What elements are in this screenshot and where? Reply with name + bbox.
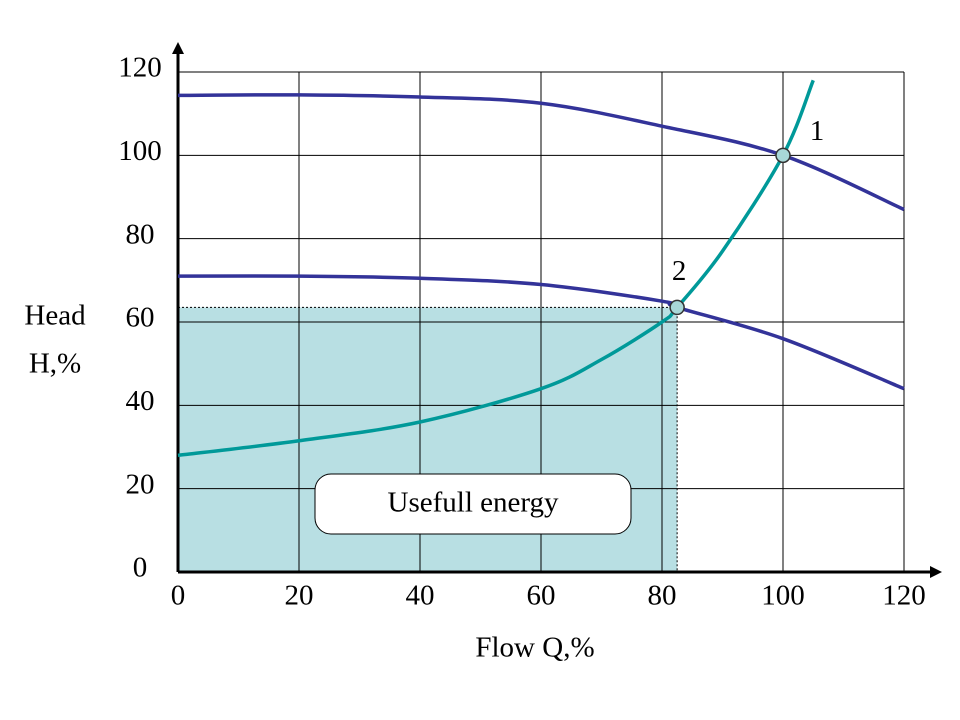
point-label: 2 bbox=[672, 255, 687, 287]
y-axis-label: H,% bbox=[29, 348, 81, 380]
y-tick-label: 80 bbox=[126, 218, 155, 250]
y-tick-label: 40 bbox=[126, 385, 155, 417]
y-tick-label: 0 bbox=[133, 552, 148, 584]
y-tick-label: 60 bbox=[126, 302, 155, 334]
x-tick-label: 20 bbox=[285, 580, 314, 612]
y-axis-label: Head bbox=[24, 300, 86, 332]
point-label: 1 bbox=[810, 115, 825, 147]
x-tick-label: 80 bbox=[648, 580, 677, 612]
curve bbox=[177, 79, 815, 458]
x-tick-label: 100 bbox=[761, 580, 805, 612]
curve bbox=[177, 274, 905, 391]
x-tick-label: 40 bbox=[406, 580, 435, 612]
y-tick-label: 100 bbox=[118, 135, 162, 167]
region-label: Usefull energy bbox=[388, 487, 559, 519]
operating-point bbox=[775, 147, 791, 164]
x-tick-label: 0 bbox=[171, 580, 186, 612]
label-box bbox=[314, 473, 632, 535]
y-axis-arrow bbox=[172, 42, 184, 54]
x-axis-label: Flow Q,% bbox=[475, 632, 594, 664]
x-tick-label: 60 bbox=[527, 580, 556, 612]
operating-point bbox=[669, 299, 685, 316]
y-tick-label: 120 bbox=[118, 52, 162, 84]
x-tick-label: 120 bbox=[882, 580, 926, 612]
x-axis-arrow bbox=[930, 566, 942, 578]
y-tick-label: 20 bbox=[126, 468, 155, 500]
